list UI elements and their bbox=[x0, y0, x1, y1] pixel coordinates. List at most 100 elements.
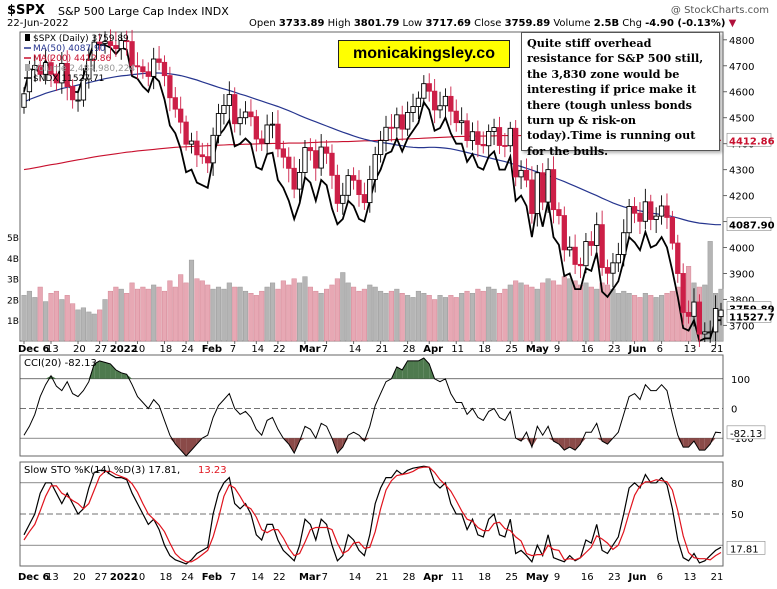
volume-bar bbox=[275, 288, 281, 342]
volume-bar bbox=[469, 293, 476, 342]
volume-bar bbox=[70, 303, 76, 342]
volume-bar bbox=[599, 282, 605, 342]
volume-bar bbox=[194, 278, 200, 342]
sto-d-title: 13.23 bbox=[198, 465, 227, 476]
volume-bar bbox=[37, 286, 43, 342]
x-tick-label: 16 bbox=[581, 344, 594, 355]
price-tick-label: 4000 bbox=[729, 244, 754, 255]
volume-bar bbox=[426, 295, 432, 342]
candle-body bbox=[340, 194, 346, 204]
candle-body bbox=[232, 94, 238, 125]
candle-body bbox=[259, 138, 265, 144]
volume-bar bbox=[540, 282, 546, 342]
candle-body bbox=[453, 110, 459, 124]
volume-bar bbox=[124, 293, 130, 342]
x-tick-label: 13 bbox=[46, 572, 59, 583]
volume-bar bbox=[502, 288, 508, 342]
volume-bar bbox=[459, 293, 465, 342]
candle-body bbox=[394, 114, 400, 129]
volume-bar bbox=[280, 280, 286, 342]
x-tick-label: 18 bbox=[159, 344, 172, 355]
volume-bar bbox=[480, 290, 486, 342]
volume-bar bbox=[97, 309, 103, 342]
volume-bar bbox=[318, 293, 324, 342]
legend-swatch bbox=[25, 64, 30, 71]
volume-bar bbox=[48, 293, 54, 342]
candle-body bbox=[334, 174, 341, 204]
volume-bar bbox=[53, 290, 59, 342]
candle-body bbox=[178, 108, 184, 123]
candle-body bbox=[642, 201, 649, 222]
open-label: Open bbox=[249, 18, 276, 29]
price-tick-label: 4500 bbox=[729, 114, 754, 125]
candle-body bbox=[32, 65, 38, 70]
candle-body bbox=[545, 169, 551, 203]
volume-bar bbox=[550, 280, 557, 342]
candle-body bbox=[215, 113, 222, 136]
x-tick-label: 24 bbox=[181, 344, 194, 355]
candle-body bbox=[550, 169, 557, 211]
volume-bar bbox=[345, 282, 351, 342]
volume-bar bbox=[172, 286, 178, 342]
x-tick-label: 9 bbox=[554, 572, 560, 583]
x-tick-label: 25 bbox=[505, 572, 518, 583]
x-tick-label: 13 bbox=[684, 572, 697, 583]
symbol-title: $SPX bbox=[7, 3, 45, 18]
price-tick-label: 3700 bbox=[729, 321, 754, 332]
candle-body bbox=[242, 111, 249, 119]
candle-body bbox=[604, 267, 611, 274]
x-tick-label: 24 bbox=[181, 572, 194, 583]
x-tick-label: 11 bbox=[451, 344, 464, 355]
volume-bar bbox=[80, 307, 86, 342]
volume-value: 2.5B bbox=[593, 18, 620, 29]
volume-bar bbox=[107, 290, 113, 342]
volume-bar bbox=[151, 284, 157, 342]
volume-bar bbox=[556, 284, 562, 342]
volume-bar bbox=[513, 280, 519, 342]
x-tick-label: 7 bbox=[322, 344, 328, 355]
candle-body bbox=[507, 127, 513, 147]
volume-bar bbox=[529, 286, 535, 342]
x-tick-label: 14 bbox=[349, 572, 362, 583]
cci-shade bbox=[180, 438, 187, 456]
volume-bar bbox=[653, 297, 659, 342]
close-label: Close bbox=[474, 18, 502, 29]
cci-shade bbox=[396, 366, 403, 379]
volume-bar bbox=[91, 313, 97, 342]
volume-bar bbox=[75, 309, 81, 342]
candle-body bbox=[48, 62, 54, 75]
cci-shade bbox=[105, 362, 111, 379]
volume-bar bbox=[329, 284, 335, 342]
x-tick-label: 27 bbox=[95, 572, 108, 583]
volume-bar bbox=[588, 286, 594, 342]
volume-bar bbox=[324, 288, 330, 342]
candle-body bbox=[296, 172, 303, 190]
x-tick-label: 14 bbox=[251, 344, 264, 355]
candle-body bbox=[269, 123, 276, 126]
brand-label[interactable]: monicakingsley.co bbox=[338, 40, 510, 68]
x-tick-label: 10 bbox=[132, 572, 145, 583]
candle-body bbox=[156, 58, 162, 63]
cci-shade bbox=[413, 360, 419, 379]
candle-body bbox=[188, 140, 195, 145]
candle-body bbox=[248, 111, 254, 118]
volume-bar bbox=[129, 282, 135, 342]
x-tick-label: 9 bbox=[554, 344, 560, 355]
volume-bar bbox=[59, 299, 65, 342]
x-tick-label: 18 bbox=[478, 344, 491, 355]
x-tick-label: 2022 bbox=[110, 344, 138, 355]
ma50-line bbox=[23, 72, 721, 226]
chg-label: Chg bbox=[622, 18, 642, 29]
candle-body bbox=[318, 146, 324, 169]
candle-body bbox=[221, 105, 227, 114]
close-value: 3759.89 bbox=[504, 18, 551, 29]
cci-shade bbox=[596, 438, 603, 442]
ma50-tag-label: 4087.90 bbox=[729, 221, 775, 232]
candle-body bbox=[86, 58, 92, 80]
price-tick-label: 4300 bbox=[729, 166, 754, 177]
volume-tick-label: 2B bbox=[7, 296, 19, 306]
ma50-tag bbox=[726, 217, 772, 231]
candle-body bbox=[664, 205, 670, 218]
candle-body bbox=[237, 117, 243, 125]
price-tick-label: 4700 bbox=[729, 62, 754, 73]
